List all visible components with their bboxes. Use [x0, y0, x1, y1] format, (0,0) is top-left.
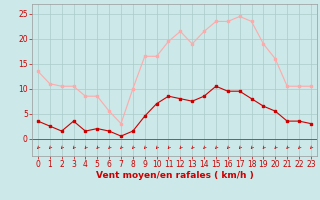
- X-axis label: Vent moyen/en rafales ( km/h ): Vent moyen/en rafales ( km/h ): [96, 171, 253, 180]
